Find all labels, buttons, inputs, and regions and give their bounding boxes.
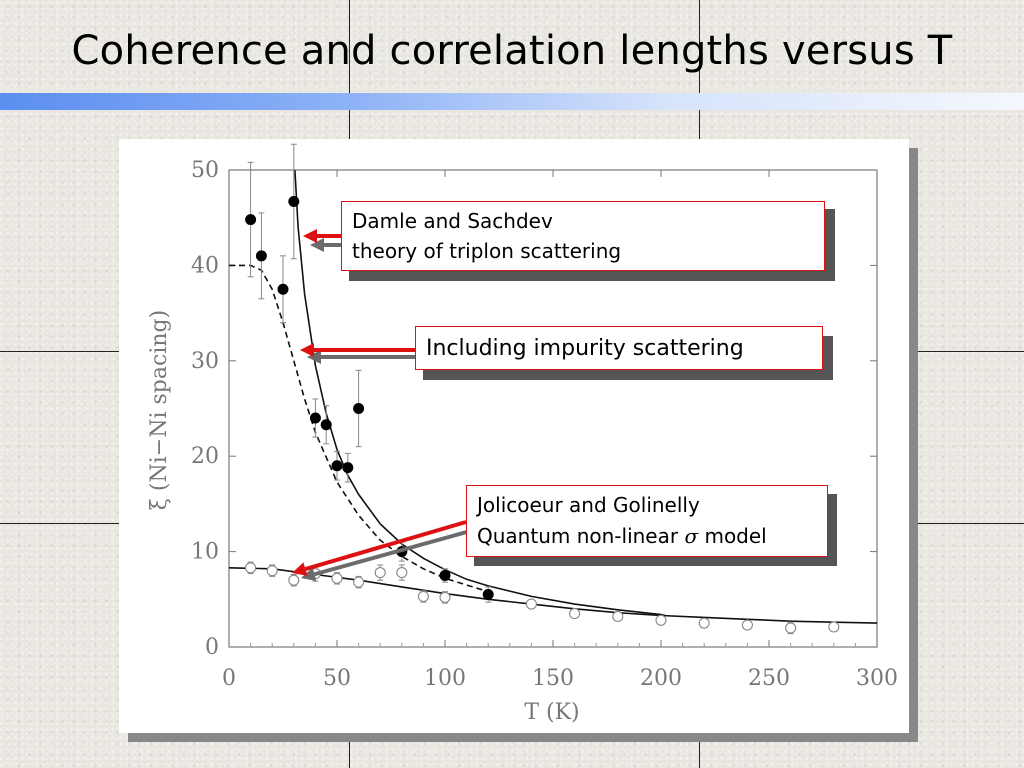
- data-point-filled: [255, 250, 267, 262]
- x-axis-label: T (K): [524, 700, 579, 725]
- x-tick-label: 50: [323, 666, 351, 691]
- data-point-open: [569, 608, 581, 620]
- arrow-jolicoeur-shaft: [304, 520, 467, 571]
- damle-sachdev-callout: Damle and Sachdev theory of triplon scat…: [341, 201, 825, 271]
- data-point-open: [396, 567, 408, 579]
- slide-grid-line: [910, 351, 1024, 352]
- data-point-open: [417, 590, 429, 602]
- data-point-filled: [353, 403, 365, 414]
- data-point-filled: [288, 195, 300, 207]
- data-point-open: [612, 610, 624, 623]
- x-tick-label: 250: [748, 666, 790, 691]
- jolicoeur-golinelly-callout: Jolicoeur and Golinelly Quantum non-line…: [466, 485, 828, 557]
- data-point-open: [439, 591, 451, 603]
- data-point-open: [785, 622, 797, 634]
- data-point-filled: [277, 283, 289, 295]
- arrow-shadow-shaft: [313, 528, 475, 577]
- data-point-open: [288, 574, 300, 586]
- data-point-filled: [439, 569, 451, 581]
- y-tick-label: 10: [191, 540, 219, 565]
- callout-text: Jolicoeur and Golinelly: [477, 493, 700, 517]
- slide-grid-line: [0, 523, 120, 524]
- x-tick-label: 100: [424, 666, 466, 691]
- data-point-open: [266, 565, 278, 577]
- data-point-open: [741, 619, 753, 631]
- callout-text-part: model: [698, 524, 767, 548]
- data-point-filled: [331, 460, 343, 472]
- arrow-jolicoeur-head: [292, 562, 308, 576]
- callout-text: theory of triplon scattering: [352, 239, 622, 263]
- x-tick-label: 300: [856, 666, 898, 691]
- data-point-open: [698, 617, 710, 629]
- data-point-filled: [309, 412, 321, 424]
- slide-grid-line: [0, 351, 120, 352]
- data-point-open: [828, 621, 840, 633]
- impurity-scattering-callout: Including impurity scattering: [415, 326, 823, 370]
- data-point-open: [353, 576, 365, 588]
- callout-text: Damle and Sachdev: [352, 209, 553, 233]
- arrow-impurity-head: [300, 343, 314, 357]
- arrow-damle-head: [303, 229, 317, 243]
- data-point-filled: [342, 462, 354, 474]
- data-point-open: [374, 567, 386, 579]
- data-point-filled: [320, 419, 332, 431]
- y-tick-label: 40: [191, 253, 219, 278]
- callout-text-part: Quantum non-linear: [477, 524, 685, 548]
- callout-text: Quantum non-linear σ model: [477, 521, 827, 552]
- data-point-filled: [245, 214, 257, 226]
- x-tick-label: 200: [640, 666, 682, 691]
- data-point-open: [655, 614, 667, 626]
- data-point-open: [245, 562, 257, 574]
- y-tick-label: 50: [191, 158, 219, 183]
- x-tick-label: 150: [532, 666, 574, 691]
- arrow-shadow-head: [310, 238, 324, 252]
- y-tick-label: 20: [191, 444, 219, 469]
- slide-title: Coherence and correlation lengths versus…: [71, 28, 953, 74]
- data-point-open: [331, 572, 343, 584]
- dashed-fit-curve: [229, 264, 489, 593]
- sigma-symbol: σ: [684, 524, 699, 548]
- data-point-open: [525, 598, 537, 610]
- callout-text: Including impurity scattering: [426, 336, 744, 361]
- title-underline-bar: [0, 93, 1024, 110]
- data-point-filled: [482, 589, 494, 601]
- arrow-shadow-head: [301, 567, 317, 582]
- fit-curve: [228, 567, 878, 624]
- y-axis-label: ξ (Ni−Ni spacing): [147, 310, 172, 510]
- y-tick-label: 0: [205, 635, 219, 660]
- x-tick-label: 0: [222, 666, 236, 691]
- y-tick-label: 30: [191, 349, 219, 374]
- slide-grid-line: [910, 523, 1024, 524]
